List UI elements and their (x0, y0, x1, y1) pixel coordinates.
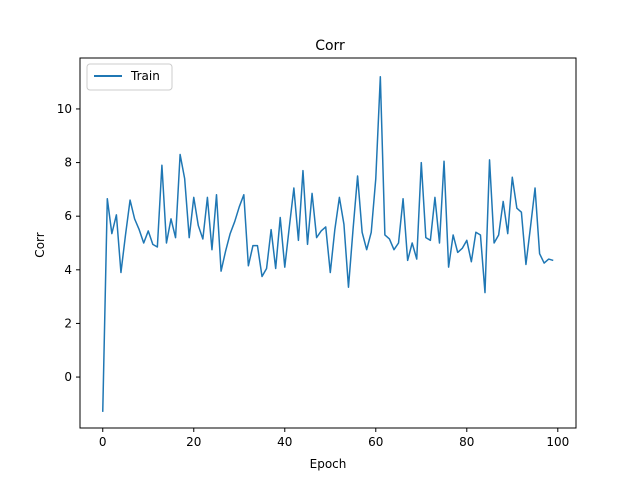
x-axis: 0 20 40 60 80 100 (99, 428, 569, 449)
y-axis: 0 2 4 6 8 10 (57, 102, 80, 384)
y-tick-label: 8 (64, 156, 72, 170)
y-tick-label: 4 (64, 263, 72, 277)
y-tick-label: 0 (64, 370, 72, 384)
plot-area (102, 76, 554, 412)
x-tick-label: 0 (99, 435, 107, 449)
chart-title: Corr (315, 38, 345, 54)
x-tick-label: 40 (277, 435, 292, 449)
x-tick-label: 60 (368, 435, 383, 449)
legend: Train (86, 63, 173, 91)
x-tick-label: 80 (459, 435, 474, 449)
legend-label-train: Train (130, 69, 160, 83)
x-axis-label: Epoch (310, 457, 347, 471)
x-tick-label: 100 (546, 435, 569, 449)
y-tick-label: 6 (64, 209, 72, 223)
y-axis-label: Corr (33, 232, 47, 257)
y-tick-label: 2 (64, 316, 72, 330)
y-tick-label: 10 (57, 102, 72, 116)
series-line-train (102, 76, 554, 412)
axes-frame (79, 57, 577, 429)
x-tick-label: 20 (186, 435, 201, 449)
legend-box (86, 63, 173, 91)
